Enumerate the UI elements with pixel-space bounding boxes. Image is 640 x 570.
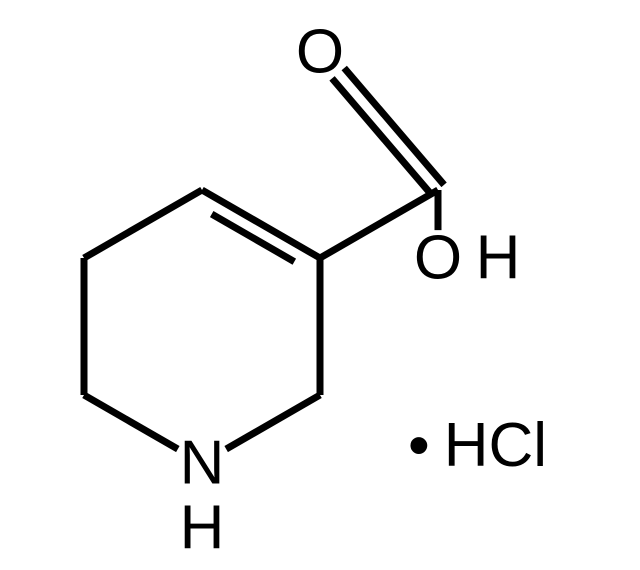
salt-annotation: •HCl [408, 411, 547, 480]
atom-H_right: H [476, 224, 521, 293]
atom-NH: H [180, 494, 225, 563]
atom-O_right: O [414, 224, 462, 293]
atom-N: N [180, 429, 225, 498]
atom-O_top: O [296, 18, 344, 87]
